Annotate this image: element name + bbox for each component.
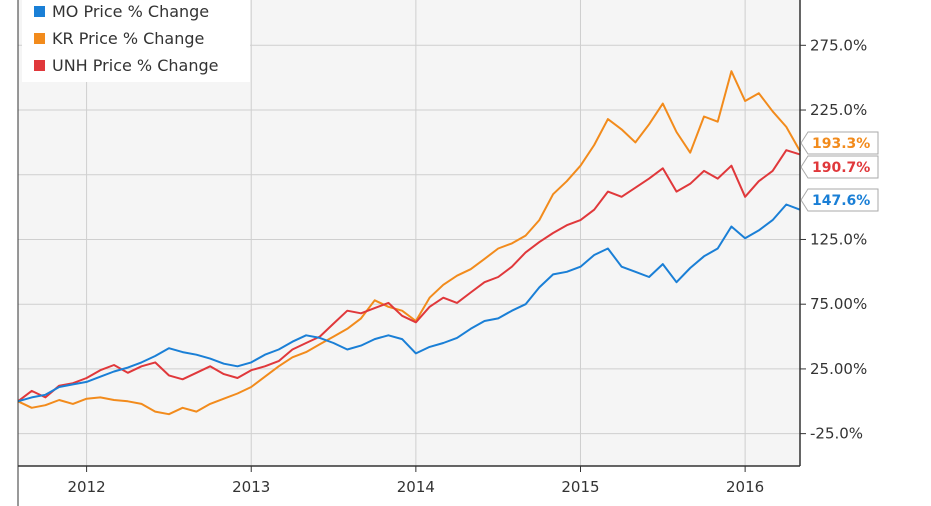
series-line-kr	[17, 70, 801, 416]
end-label-text: 193.3%	[812, 136, 870, 152]
y-tick-label: 225.0%	[810, 101, 867, 119]
x-tick-label: 2012	[68, 478, 106, 496]
y-tick-label: 125.0%	[810, 230, 867, 248]
y-tick-label: -25.0%	[810, 425, 863, 443]
end-label-box	[800, 155, 879, 179]
legend-swatch	[34, 33, 45, 44]
legend-label: UNH Price % Change	[52, 56, 218, 75]
end-label-unh: 190.7%	[800, 155, 879, 179]
x-tick-label: 2014	[397, 478, 435, 496]
x-tick-label: 2013	[232, 478, 270, 496]
x-tick-label: 2015	[561, 478, 599, 496]
legend-swatch	[34, 6, 45, 17]
end-label-box	[800, 188, 879, 212]
series-line-mo	[17, 203, 801, 403]
end-label-text: 147.6%	[812, 193, 870, 209]
series-lines	[17, 70, 801, 416]
legend-swatch	[34, 60, 45, 71]
end-label-mo: 147.6%	[800, 188, 879, 212]
x-tick-label: 2016	[726, 478, 764, 496]
y-tick-label: 275.0%	[810, 36, 867, 54]
y-tick-label: 25.00%	[810, 360, 867, 378]
legend-box	[22, 0, 250, 82]
end-labels: 147.6% 193.3% 190.7%	[800, 131, 879, 212]
legend-label: KR Price % Change	[52, 29, 204, 48]
end-label-text: 190.7%	[812, 160, 870, 176]
end-label-box	[800, 131, 879, 155]
end-label-kr: 193.3%	[800, 131, 879, 155]
legend-label: MO Price % Change	[52, 2, 209, 21]
legend: MO Price % Change KR Price % Change UNH Pr…	[22, 0, 250, 82]
series-line-unh	[17, 149, 801, 403]
y-tick-label: 75.00%	[810, 295, 867, 313]
axis-ticks: 275.0% 225.0% 125.0% 75.00% 25.00% -25.0% 2012…	[68, 36, 868, 496]
